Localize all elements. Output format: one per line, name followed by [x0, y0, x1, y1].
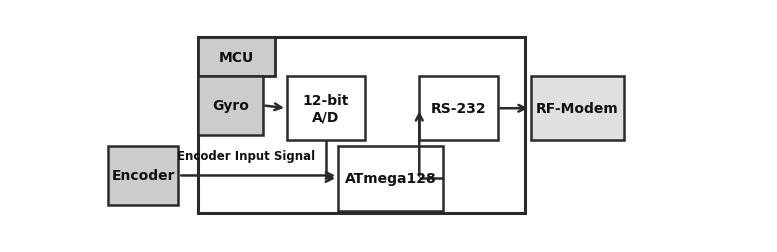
- Bar: [198, 77, 263, 135]
- Bar: [420, 77, 497, 141]
- Bar: [108, 147, 179, 205]
- Text: ATmega128: ATmega128: [345, 172, 437, 186]
- Bar: [287, 77, 365, 141]
- Text: 12-bit
A/D: 12-bit A/D: [303, 94, 349, 124]
- Bar: [198, 38, 275, 77]
- Bar: [531, 77, 624, 141]
- Text: MCU: MCU: [219, 50, 254, 64]
- Bar: [198, 38, 524, 214]
- Bar: [338, 147, 444, 211]
- Text: Gyro: Gyro: [212, 99, 249, 113]
- Text: Encoder: Encoder: [111, 169, 175, 183]
- Text: Encoder Input Signal: Encoder Input Signal: [177, 149, 315, 162]
- Text: RF-Modem: RF-Modem: [536, 102, 618, 116]
- Text: RS-232: RS-232: [430, 102, 486, 116]
